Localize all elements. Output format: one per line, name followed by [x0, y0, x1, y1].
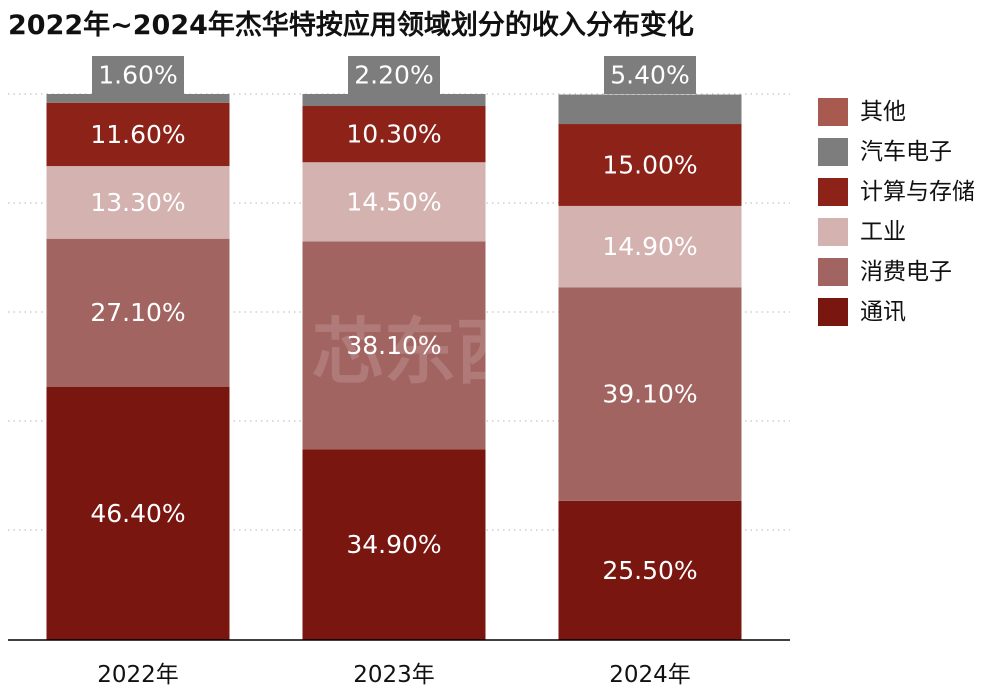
legend-label-1: 汽车电子 — [860, 139, 952, 165]
data-label-0-0: 46.40% — [90, 499, 185, 528]
legend-swatch-0 — [818, 98, 848, 126]
bar-segment-2-0 — [558, 500, 742, 640]
top-label-box-2 — [604, 56, 696, 94]
legend-swatch-3 — [818, 218, 848, 246]
legend-label-4: 消费电子 — [860, 259, 952, 285]
bar-segment-0-4 — [46, 94, 230, 103]
x-tick-label-1: 2023年 — [353, 662, 435, 688]
bar-segment-0-3 — [46, 102, 230, 167]
data-label-2-2: 14.90% — [602, 232, 697, 261]
data-label-1-4: 2.20% — [354, 61, 433, 90]
bar-segment-1-0 — [302, 449, 486, 640]
legend-label-3: 工业 — [860, 219, 906, 245]
data-label-1-1: 38.10% — [346, 331, 441, 360]
legend-label-5: 通讯 — [860, 299, 906, 325]
bar-segment-0-0 — [46, 386, 230, 640]
data-label-0-3: 11.60% — [90, 120, 185, 149]
data-label-2-4: 5.40% — [610, 61, 689, 90]
data-label-2-3: 15.00% — [602, 150, 697, 179]
data-label-0-1: 27.10% — [90, 298, 185, 327]
legend-swatch-2 — [818, 178, 848, 206]
data-label-0-2: 13.30% — [90, 188, 185, 217]
bar-segment-1-1 — [302, 241, 486, 450]
legend-swatch-5 — [818, 298, 848, 326]
top-label-box-0 — [92, 56, 184, 94]
top-label-box-1 — [348, 56, 440, 94]
bar-segment-2-4 — [558, 94, 742, 125]
bar-segment-0-1 — [46, 238, 230, 387]
bar-segment-2-3 — [558, 124, 742, 206]
bar-segment-0-2 — [46, 166, 230, 239]
bar-segment-1-3 — [302, 106, 486, 163]
data-label-0-4: 1.60% — [98, 61, 177, 90]
watermark: 芯东西 — [312, 310, 528, 394]
bar-segment-2-1 — [558, 287, 742, 501]
bars: 46.40% 27.10% 13.30% 11.60% 1.60% 34.90% 38.10… — [46, 56, 742, 640]
data-label-1-0: 34.90% — [346, 530, 441, 559]
data-label-1-2: 14.50% — [346, 187, 441, 216]
bar-segment-1-2 — [302, 162, 486, 242]
bar-segment-1-4 — [302, 94, 486, 107]
x-tick-label-0: 2022年 — [97, 662, 179, 688]
x-tick-label-2: 2024年 — [609, 662, 691, 688]
data-label-2-0: 25.50% — [602, 556, 697, 585]
legend-label-2: 计算与存储 — [860, 179, 975, 205]
legend-label-0: 其他 — [860, 99, 906, 125]
legend-swatch-4 — [818, 258, 848, 286]
legend-swatch-1 — [818, 138, 848, 166]
data-label-2-1: 39.10% — [602, 380, 697, 409]
bar-segment-2-2 — [558, 205, 742, 288]
data-label-1-3: 10.30% — [346, 120, 441, 149]
chart-title: 2022年~2024年杰华特按应用领域划分的收入分布变化 — [8, 9, 694, 41]
x-tick-labels: 2022年 2023年 2024年 — [97, 662, 691, 688]
